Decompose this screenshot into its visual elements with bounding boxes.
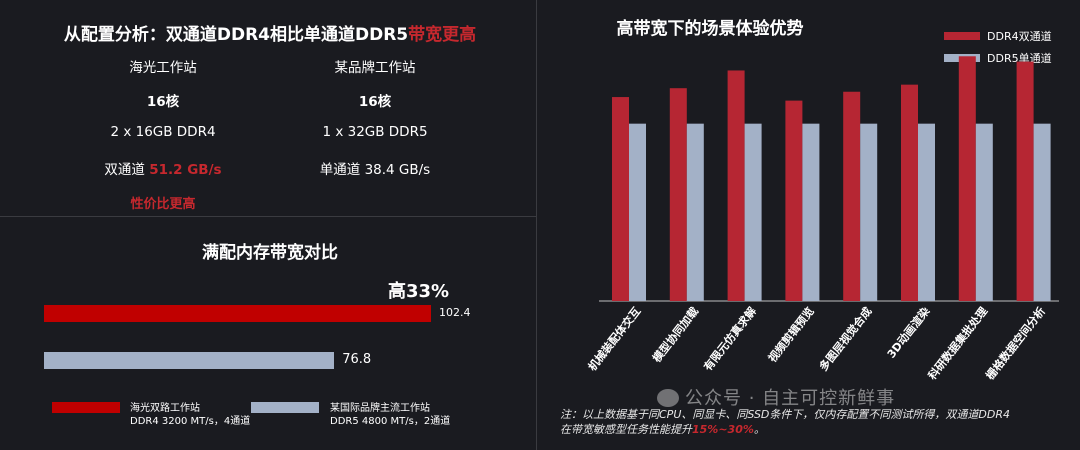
bandwidth-bar-brand <box>44 352 335 369</box>
bar-ddr5-2 <box>744 123 762 302</box>
bar-ddr4-1 <box>669 88 687 301</box>
legend-label-brand: 某国际品牌主流工作站 DDR5 4800 MT/s，2通道 <box>330 403 451 427</box>
watermark: 公众号 · 自主可控新鲜事 <box>657 384 895 410</box>
category-label-5: 3D动画渲染 <box>884 303 933 360</box>
hygon-memory: 2 x 16GB DDR4 <box>110 124 216 140</box>
bar-ddr4-5 <box>901 84 918 301</box>
bar-ddr5-6 <box>975 123 993 302</box>
category-label-4: 多图层视觉合成 <box>816 304 874 373</box>
legend-label-ddr5: DDR5单通道 <box>987 51 1052 65</box>
legend-label-ddr4: DDR4双通道 <box>987 29 1052 43</box>
value-note: 性价比更高 <box>130 197 196 212</box>
increase-callout: 高33% <box>388 281 450 302</box>
brand-cores: 16核 <box>358 94 392 110</box>
bar-ddr4-6 <box>958 56 976 301</box>
bar-ddr4-0 <box>612 97 629 301</box>
bar-ddr4-2 <box>727 70 745 301</box>
bar-ddr4-7 <box>1016 61 1034 301</box>
panel-divider-vertical <box>536 0 537 450</box>
bandwidth-label-brand: 76.8 <box>342 352 372 367</box>
bar-ddr4-4 <box>843 91 861 301</box>
bar-ddr5-3 <box>802 123 820 302</box>
hygon-workstation-name: 海光工作站 <box>129 60 197 76</box>
legend-label-hygon: 海光双路工作站 DDR4 3200 MT/s，4通道 <box>130 403 251 427</box>
bandwidth-bar-hygon <box>44 305 431 322</box>
bandwidth-compare-title: 满配内存带宽对比 <box>202 243 338 263</box>
legend-swatch-brand <box>251 402 319 413</box>
brand-channel-bandwidth: 单通道 38.4 GB/s <box>319 162 431 178</box>
category-label-0: 机械装配体交互 <box>585 304 643 373</box>
category-label-1: 模型协同加载 <box>649 304 701 365</box>
bar-ddr5-5 <box>918 123 935 302</box>
bar-ddr4-3 <box>785 100 803 301</box>
brand-memory: 1 x 32GB DDR5 <box>322 124 428 140</box>
scenario-chart-title: 高带宽下的场景体验优势 <box>617 18 804 39</box>
wechat-icon <box>657 389 679 407</box>
category-label-3: 视频剪辑预览 <box>765 304 817 365</box>
hygon-channel-bandwidth: 双通道 51.2 GB/s <box>104 162 222 178</box>
legend-swatch-hygon <box>52 402 120 413</box>
category-label-6: 科研数据集批处理 <box>925 304 990 382</box>
brand-workstation-name: 某品牌工作站 <box>334 60 416 76</box>
category-label-2: 有限元仿真求解 <box>701 304 759 373</box>
bar-ddr5-0 <box>629 123 646 302</box>
legend-swatch-ddr4 <box>944 32 980 40</box>
bandwidth-label-hygon: 102.4 <box>439 306 471 319</box>
bar-ddr5-7 <box>1033 123 1051 302</box>
category-label-7: 栅格数据空间分析 <box>983 304 1048 382</box>
hygon-cores: 16核 <box>146 94 180 110</box>
config-analysis-title: 从配置分析：双通道DDR4相比单通道DDR5带宽更高 <box>63 25 477 45</box>
bar-ddr5-1 <box>686 123 704 302</box>
panel-divider-horizontal <box>0 216 536 217</box>
test-note: 注：以上数据基于同CPU、同显卡、同SSD条件下，仅内存配置不同测试所得，双通道… <box>560 408 1010 436</box>
bar-ddr5-4 <box>860 123 878 302</box>
